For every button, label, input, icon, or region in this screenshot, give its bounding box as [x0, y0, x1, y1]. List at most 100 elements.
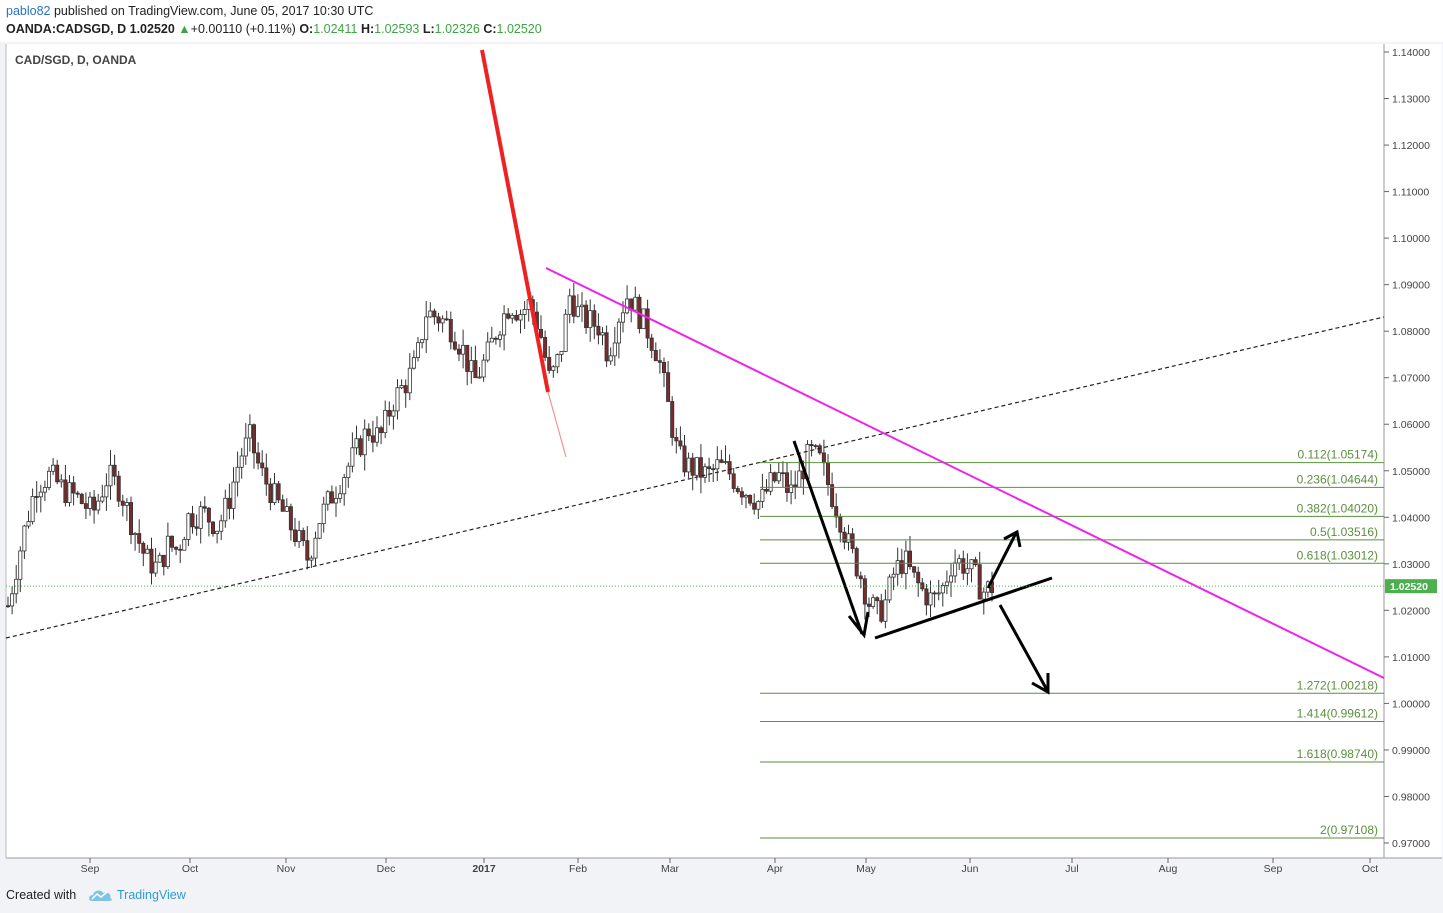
fib-label: 0.236(1.04644): [1297, 472, 1378, 486]
candle-down: [128, 502, 133, 536]
candle-up: [567, 295, 572, 315]
candle-down: [653, 350, 658, 362]
candle-up: [42, 487, 47, 493]
candle-down: [912, 566, 917, 573]
arrow-down-to-may[interactable]: [792, 440, 870, 639]
candle-down: [276, 483, 281, 501]
price-chart[interactable]: CAD/SGD, D, OANDA 1.140001.130001.120001…: [0, 42, 1443, 878]
candle-up: [703, 466, 708, 478]
candle-up: [342, 477, 347, 495]
candle-down: [210, 521, 215, 534]
candle-down: [711, 468, 716, 471]
candle-up: [30, 496, 35, 523]
drawings[interactable]: [5, 49, 1385, 695]
candle-down: [366, 428, 371, 437]
candle-up: [981, 591, 986, 600]
candle-down: [739, 491, 744, 498]
y-tick-label: 0.98000: [1392, 791, 1430, 803]
x-tick-label: Mar: [661, 863, 680, 875]
candle-down: [858, 575, 863, 580]
candle-up: [325, 491, 330, 505]
candle-down: [358, 438, 363, 456]
x-tick-label: Oct: [182, 863, 198, 875]
candle-up: [362, 428, 367, 456]
candle-down: [657, 360, 662, 363]
arrow-up-breakout[interactable]: [986, 529, 1022, 589]
candle-down: [666, 372, 671, 402]
candle-up: [891, 573, 896, 578]
candle-down: [202, 506, 207, 509]
candle-up: [477, 376, 482, 379]
fib-label: 0.112(1.05174): [1297, 448, 1378, 462]
y-tick-label: 1.14000: [1392, 47, 1430, 59]
fib-label: 2(0.97108): [1320, 823, 1378, 837]
arrow-down-breakdown[interactable]: [998, 604, 1050, 695]
candle-down: [834, 506, 839, 518]
candle-down: [690, 457, 695, 476]
candle-up: [903, 550, 908, 574]
candle-up: [374, 427, 379, 443]
support-line[interactable]: [874, 576, 1053, 640]
candle-up: [100, 496, 105, 502]
candle-down: [752, 502, 757, 510]
x-tick-label: Dec: [377, 863, 396, 875]
tradingview-link[interactable]: TradingView: [117, 888, 186, 902]
candle-down: [916, 571, 921, 584]
x-tick-label: Feb: [569, 863, 587, 875]
x-tick-label: Apr: [767, 863, 784, 875]
open-label: O:: [299, 22, 314, 36]
candle-down: [908, 550, 913, 568]
candle-up: [395, 387, 400, 412]
candle-down: [698, 457, 703, 478]
candle-down: [899, 560, 904, 574]
candle-down: [727, 461, 732, 475]
candle-up: [272, 483, 277, 504]
candle-up: [424, 316, 429, 341]
candle-down: [838, 516, 843, 533]
candle-up: [957, 558, 962, 564]
candle-up: [940, 585, 945, 594]
y-axis-ticks: 1.14000 1.13000 1.12000 1.11000 1.10000 1.090…: [1384, 47, 1430, 850]
price-axis[interactable]: [1384, 44, 1442, 858]
candle-up: [153, 561, 158, 574]
candle-up: [383, 410, 388, 434]
candle-up: [247, 424, 252, 439]
x-tick-label: Sep: [1264, 863, 1283, 875]
candle-down: [649, 337, 654, 351]
candle-down: [452, 341, 457, 350]
x-tick-label: Oct: [1362, 863, 1378, 875]
red-trendline[interactable]: [480, 49, 550, 393]
dashed-trendline[interactable]: [5, 316, 1385, 639]
candle-down: [584, 304, 589, 329]
candle-up: [789, 484, 794, 493]
close-label: C:: [483, 22, 497, 36]
y-tick-label: 1.00000: [1392, 698, 1430, 710]
red-trendline-fade: [547, 391, 567, 458]
candle-down: [735, 488, 740, 493]
candle-down: [444, 318, 449, 321]
candle-up: [219, 520, 224, 532]
candle-up: [776, 472, 781, 482]
candle-up: [641, 308, 646, 330]
plot-area[interactable]: [6, 44, 1384, 858]
candle-up: [563, 313, 568, 352]
x-tick-label: Sep: [81, 863, 100, 875]
candle-down: [116, 475, 121, 502]
low-label: L:: [422, 22, 435, 36]
candle-up: [616, 321, 621, 344]
candle-up: [411, 357, 416, 369]
candle-up: [346, 465, 351, 478]
candle-down: [379, 427, 384, 434]
magenta-trendline[interactable]: [545, 267, 1385, 679]
fib-extension[interactable]: 0.112(1.05174) 0.236(1.04644) 0.382(1.0402…: [760, 448, 1384, 839]
candle-down: [190, 513, 195, 528]
candle-up: [760, 488, 765, 502]
y-tick-label: 1.10000: [1392, 233, 1430, 245]
y-tick-label: 1.06000: [1392, 419, 1430, 431]
candle-up: [354, 438, 359, 449]
author-link[interactable]: pablo82: [6, 4, 51, 18]
y-tick-label: 0.99000: [1392, 745, 1430, 757]
candle-down: [370, 435, 375, 443]
candle-down: [719, 459, 724, 463]
candle-down: [543, 336, 548, 358]
